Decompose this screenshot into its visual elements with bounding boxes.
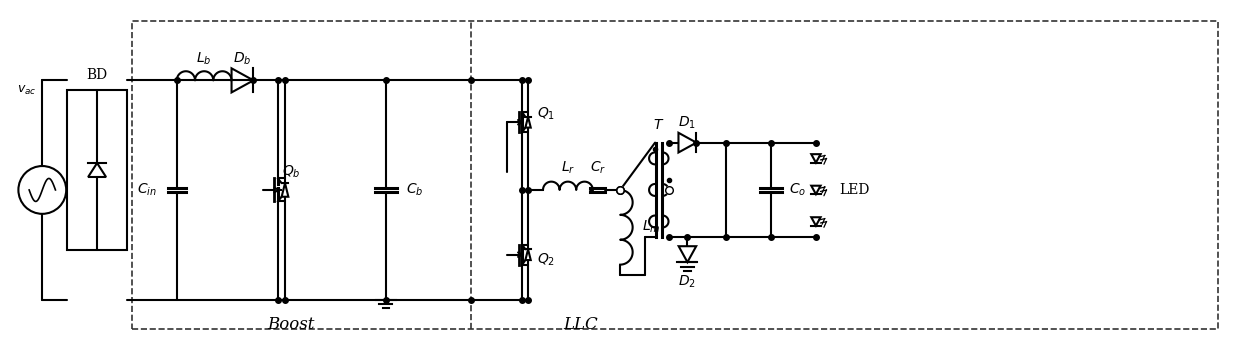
Text: LLC: LLC xyxy=(563,316,598,333)
Text: LED: LED xyxy=(839,183,869,197)
Text: $D_b$: $D_b$ xyxy=(233,50,252,66)
Text: $D_1$: $D_1$ xyxy=(678,114,697,131)
Text: $L_m$: $L_m$ xyxy=(642,219,661,236)
Text: $v_{ac}$: $v_{ac}$ xyxy=(17,84,37,97)
Bar xyxy=(67,90,126,250)
Text: Boost: Boost xyxy=(268,316,315,333)
Text: $Q_1$: $Q_1$ xyxy=(537,106,556,122)
Text: $Q_2$: $Q_2$ xyxy=(537,251,556,268)
Text: $C_r$: $C_r$ xyxy=(590,160,606,176)
Text: $D_2$: $D_2$ xyxy=(678,274,697,290)
Text: $T$: $T$ xyxy=(652,118,665,132)
Text: $C_{in}$: $C_{in}$ xyxy=(136,182,156,198)
Text: $L_b$: $L_b$ xyxy=(196,50,212,66)
Text: $C_b$: $C_b$ xyxy=(405,182,423,198)
Text: BD: BD xyxy=(87,68,108,82)
Bar xyxy=(131,21,1218,329)
Text: $L_r$: $L_r$ xyxy=(560,160,575,176)
Text: $Q_b$: $Q_b$ xyxy=(283,164,301,180)
Text: $C_o$: $C_o$ xyxy=(789,182,806,198)
